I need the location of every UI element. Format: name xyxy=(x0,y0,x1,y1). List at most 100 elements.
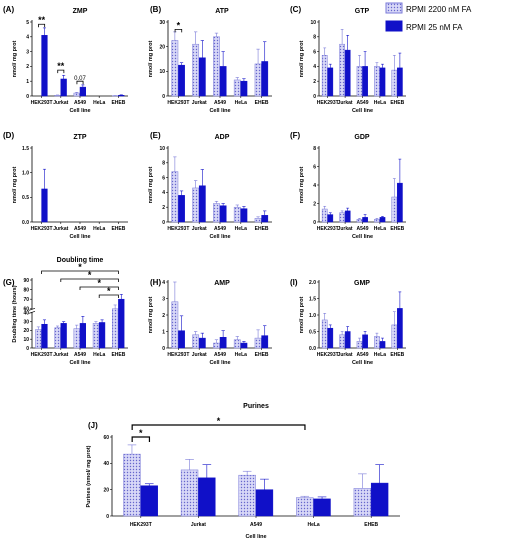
panel-title: GTP xyxy=(355,8,370,15)
x-axis-label: Cell line xyxy=(69,360,90,366)
bar-light xyxy=(353,488,372,517)
bar-dark xyxy=(240,80,248,97)
bar-dark xyxy=(362,66,368,97)
y-tick-label: 8 xyxy=(162,161,165,167)
bar-light xyxy=(356,66,363,97)
x-tick-label: A549 xyxy=(250,522,262,528)
bar-light xyxy=(92,323,100,349)
significance-bracket xyxy=(76,80,84,85)
y-tick-label: 2 xyxy=(162,205,165,211)
x-tick-label: HeLa xyxy=(235,226,247,232)
x-tick-label: A549 xyxy=(357,352,369,358)
legend-label: RPMI 25 nM FA xyxy=(406,23,463,32)
y-tick-label: 5 xyxy=(26,20,29,26)
x-axis-label: Cell line xyxy=(69,234,90,240)
bar-dark xyxy=(98,322,106,349)
significance-bracket xyxy=(131,436,151,442)
bar-light xyxy=(192,43,200,97)
panel-adp: (E) ADP 0 2 4 6 8 10 nmol/ mg prot HEK293T Jurkat A… xyxy=(148,131,272,240)
panel-ztp: (D) ZTP 0.0 0.5 1.0 1.5 nmol/ mg prot HEK293T Ju… xyxy=(3,131,128,240)
bar-light xyxy=(339,334,345,349)
bar-light xyxy=(54,327,61,349)
x-tick-label: HeLa xyxy=(374,226,386,232)
y-tick-label: 4 xyxy=(26,35,29,41)
bar-dark xyxy=(261,335,269,349)
bar-dark xyxy=(178,64,185,97)
y-axis-label: nmol/ mg prot xyxy=(148,297,154,334)
y-tick-label: 60 xyxy=(103,435,109,441)
y-axis-label: nmol/ mg prot xyxy=(299,167,305,204)
y-tick-label: 3 xyxy=(26,49,29,55)
axis-break-mark xyxy=(28,308,36,311)
x-tick-label: A549 xyxy=(214,100,226,106)
y-tick-label: 1.0 xyxy=(22,170,29,176)
x-tick-label: HeLa xyxy=(307,522,319,528)
x-tick-label: A549 xyxy=(214,226,226,232)
bar-dark xyxy=(41,188,48,223)
bar-light xyxy=(171,171,179,223)
bar-light xyxy=(171,40,179,97)
y-axis-label: nmol/ mg prot xyxy=(148,167,154,204)
bar-light xyxy=(213,342,220,349)
y-tick-label: 30 xyxy=(23,319,29,325)
y-tick-label: 70 xyxy=(23,297,29,303)
x-axis-label: Cell line xyxy=(352,108,373,114)
y-tick-label: 0 xyxy=(313,94,316,100)
x-tick-label: HEK293T xyxy=(31,352,53,358)
significance-label: * xyxy=(139,428,143,438)
x-tick-label: EHEB xyxy=(111,100,125,106)
x-axis-label: Cell line xyxy=(209,360,230,366)
x-tick-label: EHEB xyxy=(255,226,269,232)
y-tick-label: 0 xyxy=(162,220,165,226)
x-tick-label: Jurkat xyxy=(53,352,68,358)
x-tick-label: HeLa xyxy=(235,100,247,106)
bar-dark xyxy=(379,341,386,349)
significance-label: * xyxy=(88,270,92,280)
y-tick-label: 0.0 xyxy=(309,346,316,352)
y-tick-label: 10 xyxy=(310,20,316,26)
y-axis-label: Purines (nmol/ mg prot) xyxy=(86,445,92,507)
panel-title: Purines xyxy=(243,403,269,410)
bar-dark xyxy=(219,337,227,349)
y-tick-label: 1.0 xyxy=(309,313,316,319)
x-tick-label: HEK293T xyxy=(31,226,53,232)
x-tick-label: HeLa xyxy=(93,352,105,358)
significance-bracket xyxy=(174,29,183,33)
x-tick-label: EHEB xyxy=(255,100,269,106)
x-axis-label: Cell line xyxy=(245,534,266,540)
bar-light xyxy=(123,453,141,517)
significance-label: * xyxy=(78,262,82,272)
bar-light xyxy=(254,218,262,223)
bar-dark xyxy=(397,308,403,349)
y-tick-label: 0.0 xyxy=(22,220,29,226)
bar-light xyxy=(233,206,241,223)
panel-letter: (H) xyxy=(150,278,161,287)
x-tick-label: HEK293T xyxy=(317,100,339,106)
x-tick-label: A549 xyxy=(74,226,86,232)
bar-dark xyxy=(219,205,227,223)
bar-light xyxy=(374,336,380,349)
bar-light xyxy=(321,55,328,97)
bar-dark xyxy=(240,342,248,349)
panel-letter: (G) xyxy=(3,278,15,287)
y-tick-label: 4 xyxy=(162,190,165,196)
x-axis-label: Cell line xyxy=(209,108,230,114)
bar-dark xyxy=(140,485,158,517)
panel-title: ATP xyxy=(215,8,229,15)
x-tick-label: EHEB xyxy=(390,352,404,358)
y-tick-label: 6 xyxy=(313,164,316,170)
bar-dark xyxy=(344,210,351,223)
x-axis-label: Cell line xyxy=(209,234,230,240)
bar-dark xyxy=(178,195,185,223)
x-tick-label: A549 xyxy=(74,352,86,358)
bar-dark xyxy=(261,61,269,97)
y-tick-label: 2 xyxy=(313,201,316,207)
x-tick-label: EHEB xyxy=(390,100,404,106)
x-tick-label: HeLa xyxy=(374,100,386,106)
y-tick-label: 8 xyxy=(313,35,316,41)
legend-swatch-light xyxy=(385,2,403,14)
bar-dark xyxy=(198,57,206,97)
bar-light xyxy=(339,43,345,97)
bar-light xyxy=(391,69,398,97)
